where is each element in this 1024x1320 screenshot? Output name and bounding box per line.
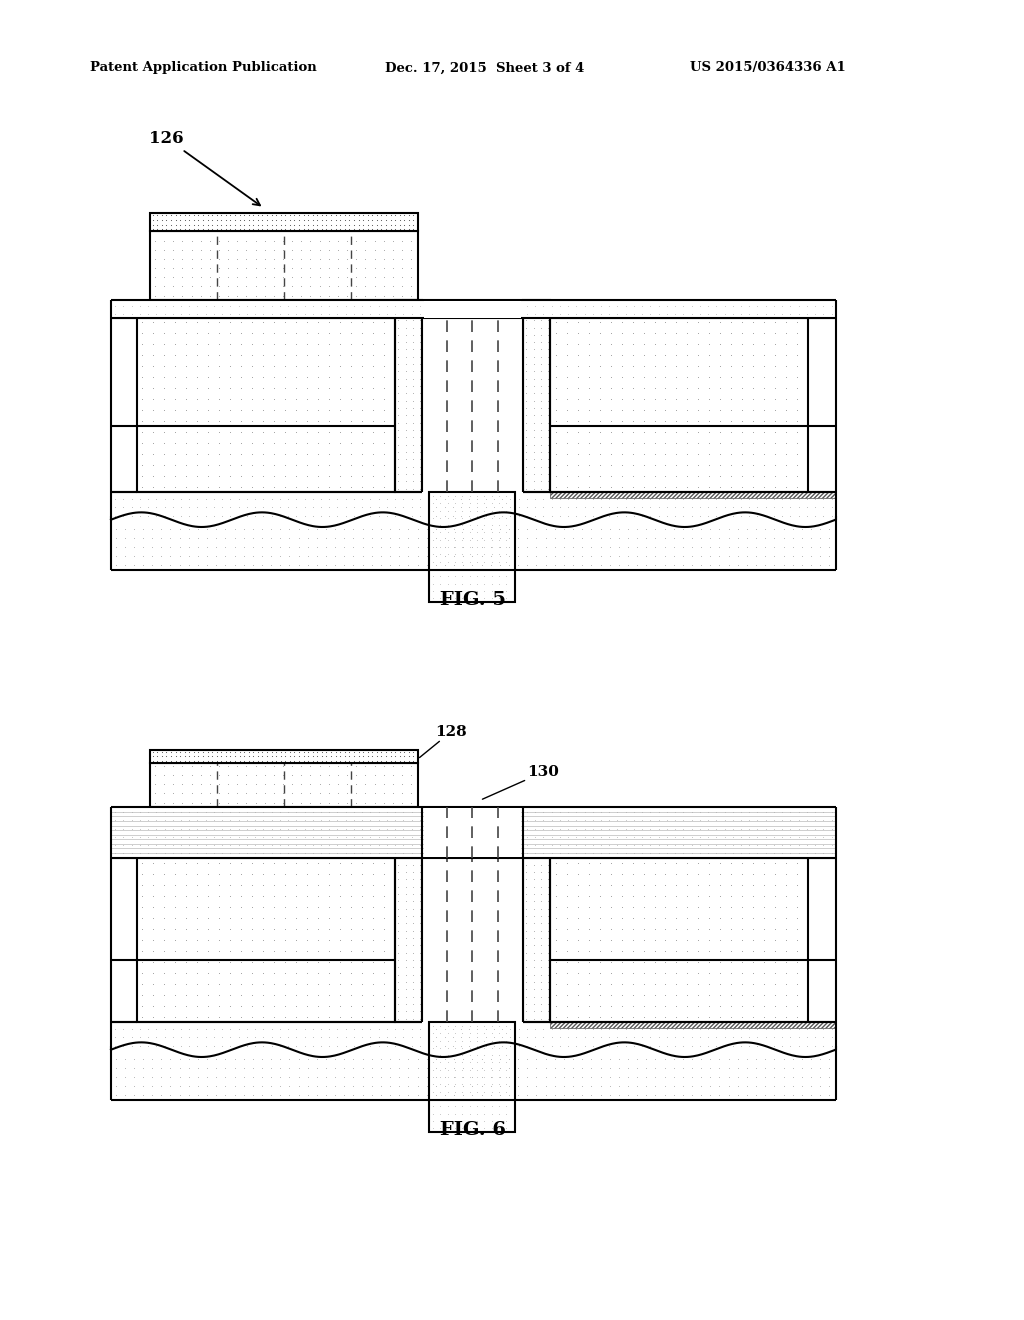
Bar — [522, 300, 550, 492]
Bar — [151, 213, 418, 231]
Text: 128: 128 — [420, 725, 467, 758]
Bar — [429, 492, 515, 602]
Bar — [394, 300, 422, 492]
Bar — [151, 763, 418, 808]
Bar — [136, 318, 394, 492]
Bar — [550, 492, 836, 498]
Bar — [151, 213, 418, 231]
Bar — [136, 318, 394, 492]
Bar — [550, 1022, 836, 1028]
Bar — [550, 318, 808, 492]
Text: FIG. 5: FIG. 5 — [440, 591, 506, 609]
Bar — [522, 858, 550, 1022]
Bar — [136, 858, 394, 1022]
Bar — [394, 858, 422, 1022]
Bar — [151, 750, 418, 763]
Bar — [394, 858, 422, 1022]
Bar — [424, 301, 521, 318]
Text: US 2015/0364336 A1: US 2015/0364336 A1 — [690, 62, 846, 74]
Text: FIG. 6: FIG. 6 — [440, 1121, 506, 1139]
Bar — [151, 231, 418, 300]
Bar — [111, 492, 836, 520]
Bar — [422, 300, 522, 494]
Bar — [151, 763, 418, 808]
Bar — [429, 492, 515, 602]
Bar — [522, 858, 550, 1022]
Bar — [111, 300, 836, 318]
Bar — [424, 808, 521, 857]
Text: 130: 130 — [482, 766, 559, 799]
Bar — [151, 231, 418, 300]
Bar — [422, 808, 522, 1024]
Bar — [550, 858, 808, 1022]
Bar — [550, 858, 808, 1022]
Bar — [111, 520, 836, 570]
Bar — [394, 300, 422, 492]
Text: 126: 126 — [148, 129, 260, 206]
Bar — [550, 318, 808, 492]
Text: Patent Application Publication: Patent Application Publication — [90, 62, 316, 74]
Text: Dec. 17, 2015  Sheet 3 of 4: Dec. 17, 2015 Sheet 3 of 4 — [385, 62, 585, 74]
Bar — [429, 1022, 515, 1133]
Bar — [151, 750, 418, 763]
Bar — [136, 858, 394, 1022]
Bar — [111, 1022, 836, 1049]
Bar — [111, 1049, 836, 1100]
Bar — [522, 300, 550, 492]
Bar — [111, 808, 836, 858]
Bar — [429, 1022, 515, 1133]
